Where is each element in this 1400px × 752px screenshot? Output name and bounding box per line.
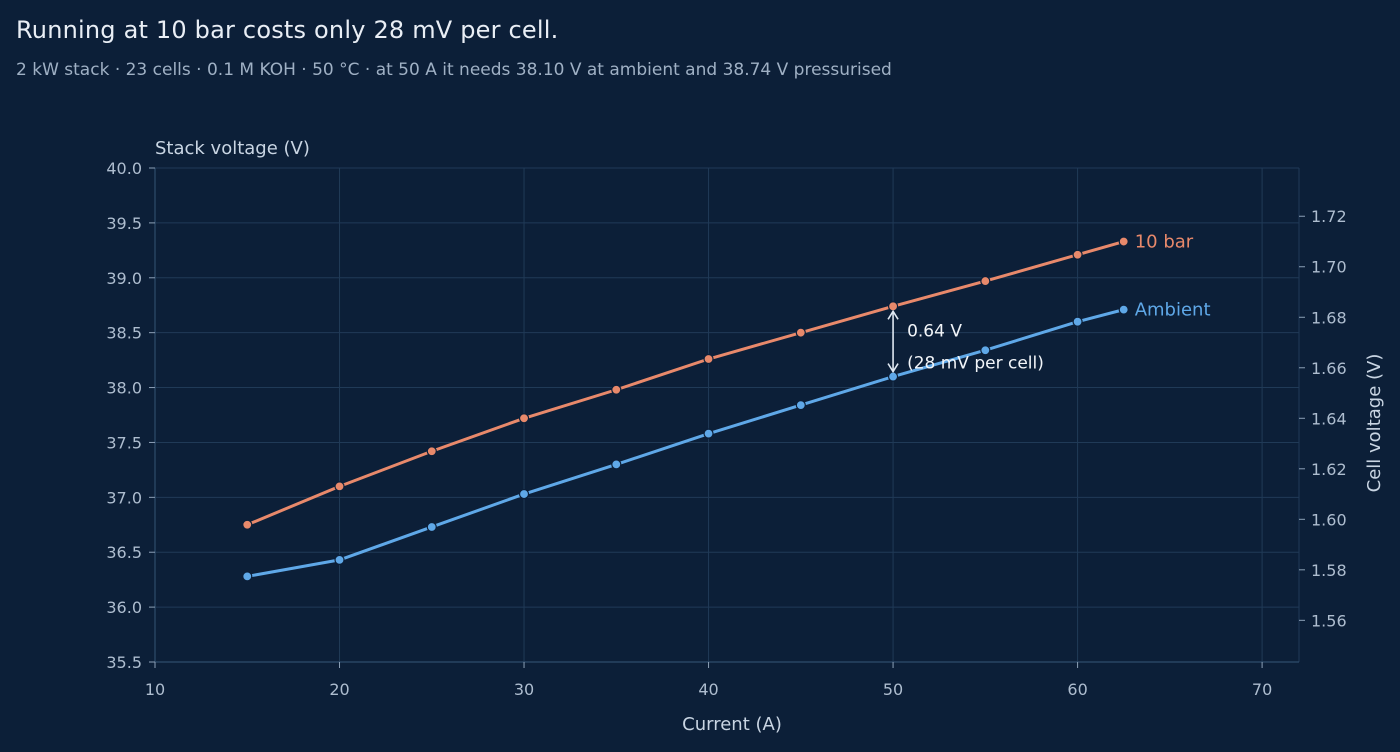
x-tick-label: 60	[1067, 680, 1087, 699]
y2-tick-label: 1.70	[1311, 258, 1347, 277]
data-point	[611, 384, 622, 395]
data-point	[1072, 249, 1083, 260]
annotation-label-primary: 0.64 V	[907, 321, 962, 341]
data-point	[795, 400, 806, 411]
y-tick-label: 39.0	[106, 269, 142, 288]
y-tick-label: 39.5	[106, 214, 142, 233]
y2-tick-label: 1.56	[1311, 611, 1347, 630]
axes: 35.5 36.0 36.5 37.0 37.5 38.0 38.5 39.0 39.5 40.0…	[106, 159, 1346, 699]
x-tick-label: 10	[145, 680, 165, 699]
y2-tick-label: 1.66	[1311, 359, 1347, 378]
y-tick-label: 37.5	[106, 433, 142, 452]
data-point	[887, 301, 899, 312]
data-point	[980, 345, 991, 356]
series-label: 10 bar	[1135, 232, 1194, 253]
data-point	[1118, 304, 1129, 315]
y-tick-label: 38.0	[106, 379, 142, 398]
x-tick-label: 30	[514, 680, 534, 699]
series-label: Ambient	[1135, 300, 1211, 321]
y2-tick-label: 1.64	[1311, 409, 1347, 428]
data-point	[242, 519, 253, 530]
annotation-layer: 0.64 V (28 mV per cell)	[887, 309, 1044, 374]
y-tick-label: 38.5	[106, 324, 142, 343]
data-point	[795, 327, 806, 338]
y2-tick-label: 1.72	[1311, 207, 1347, 226]
y2-tick-label: 1.68	[1311, 308, 1347, 327]
x-tick-label: 50	[883, 680, 903, 699]
y2-tick-label: 1.60	[1311, 510, 1347, 529]
y2-tick-label: 1.62	[1311, 460, 1347, 479]
y-tick-label: 35.5	[106, 653, 142, 672]
y-tick-label: 37.0	[106, 488, 142, 507]
series-line	[245, 240, 1126, 527]
data-point	[703, 428, 714, 439]
data-point	[518, 413, 530, 424]
data-point	[611, 459, 622, 470]
chart-subtitle: 2 kW stack · 23 cells · 0.1 M KOH · 50 °…	[16, 60, 892, 80]
data-point	[426, 446, 437, 457]
data-point	[1118, 236, 1129, 247]
y2-axis-title: Cell voltage (V)	[1364, 354, 1385, 493]
series-layer: 10 bar Ambient	[242, 232, 1211, 582]
data-point	[518, 488, 530, 500]
x-tick-label: 70	[1252, 680, 1272, 699]
annotation-arrowhead-bottom	[887, 363, 899, 374]
y-tick-label: 36.0	[106, 598, 142, 617]
data-point	[887, 371, 899, 382]
annotation-label-secondary: (28 mV per cell)	[907, 353, 1044, 373]
annotation-arrowhead-top	[887, 309, 899, 320]
x-tick-label: 40	[698, 680, 718, 699]
y-axis-title: Stack voltage (V)	[155, 138, 310, 159]
data-point	[1072, 316, 1083, 327]
data-point	[242, 571, 253, 582]
x-tick-label: 20	[329, 680, 349, 699]
y-tick-label: 40.0	[106, 159, 142, 178]
x-axis-title: Current (A)	[682, 714, 782, 735]
data-point	[703, 353, 714, 365]
chart-title: Running at 10 bar costs only 28 mV per c…	[16, 16, 559, 44]
series-line	[245, 308, 1126, 578]
data-point	[334, 554, 345, 566]
data-point	[426, 521, 437, 533]
y2-tick-label: 1.58	[1311, 561, 1347, 580]
gridlines	[155, 167, 1300, 662]
y-tick-label: 36.5	[106, 543, 142, 562]
data-point	[980, 275, 991, 287]
data-point	[334, 481, 345, 492]
